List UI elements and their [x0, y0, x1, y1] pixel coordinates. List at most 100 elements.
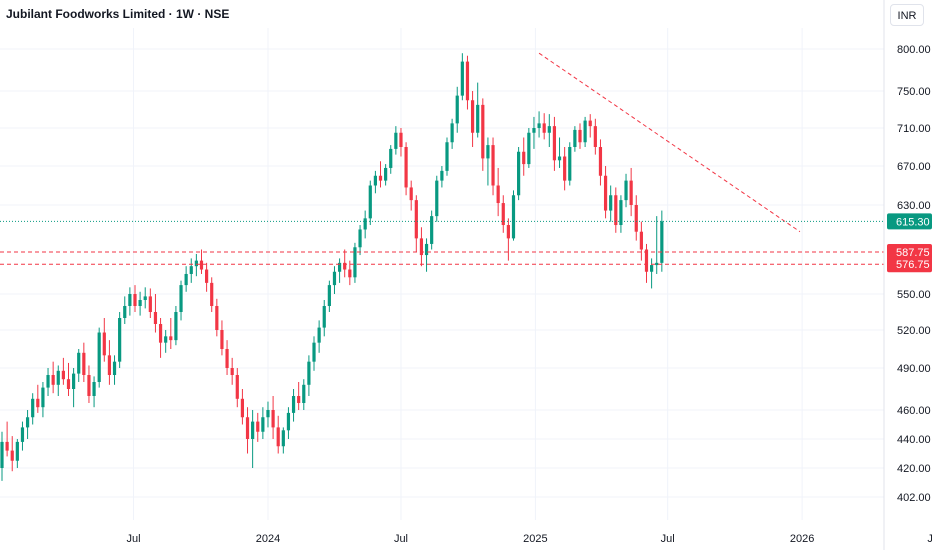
time-axis[interactable]: Jul 2024 Jul 2025 Jul 2026 Jul: [126, 533, 932, 545]
time-tick-label: 2024: [256, 533, 280, 545]
candle-body: [486, 145, 490, 159]
candle-body: [598, 147, 603, 176]
candle-body: [470, 100, 475, 133]
candle-body: [378, 175, 383, 181]
candle-body: [205, 269, 209, 283]
candle-body: [245, 417, 250, 439]
candle-body: [419, 238, 424, 256]
candle-body: [164, 336, 168, 343]
candle-body: [128, 294, 132, 306]
candle-body: [445, 142, 449, 171]
price-tick-label: 490.00: [897, 363, 931, 375]
time-tick-label: 2026: [790, 533, 814, 545]
candle-body: [593, 126, 597, 147]
candle-body: [317, 327, 321, 343]
candle-body: [51, 375, 55, 385]
candle-body: [609, 195, 613, 211]
candle-body: [327, 285, 331, 306]
candle-body: [153, 312, 158, 324]
candle-body: [501, 203, 505, 226]
candle-body: [542, 123, 546, 133]
candle-body: [511, 195, 516, 239]
time-tick-label: Jul: [661, 533, 675, 545]
price-levels: [0, 52, 884, 265]
candle-body: [363, 218, 367, 230]
candle-body: [603, 175, 608, 211]
candle-body: [194, 260, 198, 267]
price-badge-label: 576.75: [896, 259, 930, 271]
candle-body: [256, 421, 260, 432]
candle-body: [624, 180, 628, 201]
candle-body: [297, 396, 301, 403]
candle-body: [660, 221, 664, 263]
candle-body: [107, 355, 112, 375]
candle-body: [25, 417, 30, 428]
candle-body: [322, 306, 326, 328]
candle-body: [573, 129, 577, 147]
price-tick-label: 800.00: [897, 44, 931, 56]
candle-body: [199, 260, 204, 270]
candle-body: [506, 225, 510, 239]
candle-body: [148, 296, 152, 312]
candle-body: [424, 243, 429, 256]
price-tick-label: 520.00: [897, 325, 931, 337]
candle-body: [435, 180, 439, 217]
candle-body: [10, 450, 14, 461]
candle-body: [619, 200, 623, 226]
candle-body: [123, 306, 127, 318]
candle-body: [537, 123, 541, 128]
candle-body: [46, 375, 50, 388]
candle-body: [389, 148, 393, 168]
chart-grid: [0, 28, 884, 520]
candle-body: [210, 282, 214, 306]
candle-body: [353, 247, 357, 278]
candle-body: [72, 373, 76, 389]
candle-body: [414, 200, 418, 239]
price-badge-label: 615.30: [896, 216, 930, 228]
candle-body: [15, 441, 19, 461]
price-tick-label: 550.00: [897, 289, 931, 301]
candle-body: [56, 370, 60, 385]
candle-body: [409, 187, 413, 201]
candle-body: [491, 145, 495, 186]
candle-body: [235, 375, 239, 399]
price-tick-label: 420.00: [897, 463, 931, 475]
price-tick-label: 670.00: [897, 161, 931, 173]
price-tick-label: 630.00: [897, 200, 931, 212]
candle-body: [532, 128, 536, 133]
candle-body: [118, 318, 122, 362]
currency-selector-button[interactable]: INR: [890, 4, 924, 26]
candle-body: [184, 273, 188, 286]
candle-body: [158, 324, 163, 343]
price-tick-label: 440.00: [897, 434, 931, 446]
price-tick-label: 460.00: [897, 405, 931, 417]
candle-body: [230, 368, 234, 375]
price-axis[interactable]: 800.00 750.00 710.00 670.00 630.00 550.00 520.…: [883, 0, 932, 550]
chart-title: Jubilant Foodworks Limited · 1W · NSE: [6, 7, 230, 21]
candle-body: [87, 375, 91, 396]
candle-body: [337, 262, 342, 272]
candle-body: [547, 126, 551, 133]
candle-body: [102, 332, 106, 356]
candle-body: [41, 387, 45, 408]
candle-body: [286, 412, 291, 431]
candle-body: [266, 410, 270, 418]
candle-body: [404, 147, 408, 188]
candle-body: [251, 421, 255, 439]
candle-body: [97, 332, 101, 382]
candle-body: [36, 398, 40, 408]
candle-body: [450, 123, 454, 143]
candle-body: [644, 249, 649, 272]
candle-body: [522, 151, 526, 165]
candle-body: [578, 129, 582, 143]
candle-body: [368, 185, 372, 219]
candle-body: [61, 370, 65, 380]
candle-body: [557, 156, 562, 161]
candle-body: [220, 330, 224, 349]
candle-body: [481, 104, 485, 159]
candle-body: [179, 285, 183, 312]
candle-body: [31, 398, 35, 418]
candle-body: [112, 361, 117, 375]
candle-body: [189, 266, 193, 274]
